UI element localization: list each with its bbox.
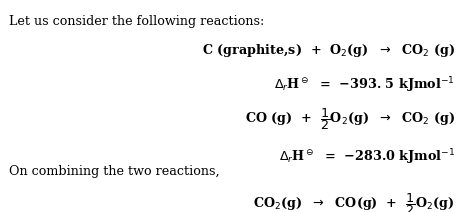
Text: $\Delta_r$H$^\ominus$  =  −393. 5 kJmol$^{-1}$: $\Delta_r$H$^\ominus$ = −393. 5 kJmol$^{…	[274, 75, 454, 95]
Text: CO (g)  +  $\dfrac{1}{2}$O$_2$(g)  $\rightarrow$  CO$_2$ (g): CO (g) + $\dfrac{1}{2}$O$_2$(g) $\righta…	[244, 106, 454, 132]
Text: CO$_2$(g)  $\rightarrow$  CO(g)  +  $\dfrac{1}{2}$O$_2$(g): CO$_2$(g) $\rightarrow$ CO(g) + $\dfrac{…	[253, 191, 454, 212]
Text: C (graphite,s)  +  O$_2$(g)  $\rightarrow$  CO$_2$ (g): C (graphite,s) + O$_2$(g) $\rightarrow$ …	[201, 42, 454, 59]
Text: Let us consider the following reactions:: Let us consider the following reactions:	[9, 15, 264, 28]
Text: On combining the two reactions,: On combining the two reactions,	[9, 165, 219, 178]
Text: $\Delta_r$H$^\ominus$  =  −283.0 kJmol$^{-1}$: $\Delta_r$H$^\ominus$ = −283.0 kJmol$^{-…	[278, 147, 454, 167]
